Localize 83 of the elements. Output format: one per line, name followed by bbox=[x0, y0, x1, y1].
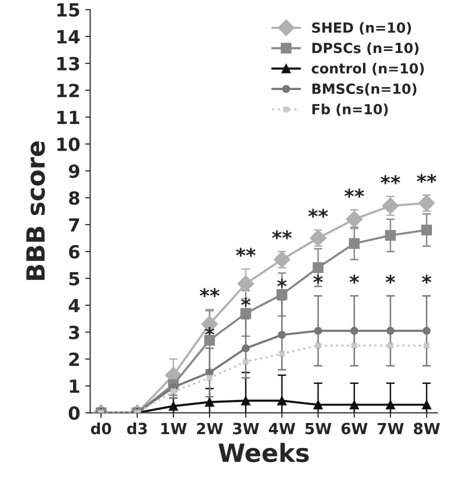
point bbox=[274, 251, 290, 268]
x-tick-label: d3 bbox=[127, 422, 147, 434]
point bbox=[278, 330, 286, 339]
annotation: * bbox=[350, 274, 359, 284]
y-tick-label: 12 bbox=[57, 84, 79, 98]
legend-label: DPSCs (n=10) bbox=[312, 42, 418, 55]
point bbox=[382, 197, 399, 214]
annotation: ** bbox=[272, 230, 292, 240]
point bbox=[386, 400, 396, 410]
point bbox=[313, 400, 323, 410]
point bbox=[240, 308, 252, 319]
x-tick-label: 6W bbox=[341, 422, 368, 434]
point bbox=[204, 334, 215, 346]
x-tick-label: 3W bbox=[233, 422, 260, 434]
point bbox=[346, 210, 363, 228]
point bbox=[310, 230, 326, 246]
point bbox=[387, 342, 394, 349]
y-tick-label: 13 bbox=[57, 56, 80, 70]
y-tick-label: 15 bbox=[57, 3, 80, 17]
y-tick-label: 7 bbox=[69, 218, 80, 232]
point bbox=[241, 396, 250, 406]
point bbox=[206, 374, 213, 382]
annotation: ** bbox=[344, 188, 364, 198]
y-tick-label: 14 bbox=[57, 30, 80, 44]
point bbox=[277, 396, 287, 406]
annotation: * bbox=[313, 274, 323, 284]
y-axis-title: BBB score bbox=[26, 141, 45, 280]
annotation: ** bbox=[236, 248, 256, 257]
point bbox=[168, 401, 178, 411]
legend-label: Fb (n=10) bbox=[312, 104, 388, 116]
annotation: ** bbox=[200, 288, 220, 298]
point bbox=[276, 289, 288, 300]
point bbox=[418, 194, 435, 212]
point bbox=[385, 230, 396, 241]
annotation: * bbox=[204, 327, 214, 336]
annotation: * bbox=[386, 274, 396, 284]
y-tick-label: 4 bbox=[68, 298, 80, 312]
legend-label: BMSCs(n=10) bbox=[312, 83, 416, 96]
point bbox=[421, 224, 432, 236]
y-tick-label: 8 bbox=[69, 191, 80, 205]
point bbox=[278, 350, 286, 357]
y-tick-label: 1 bbox=[70, 380, 80, 393]
point bbox=[350, 326, 358, 335]
legend-label: SHED (n=10) bbox=[312, 22, 411, 34]
y-tick-label: 3 bbox=[69, 326, 80, 340]
point bbox=[314, 342, 322, 349]
y-tick-label: 10 bbox=[57, 137, 80, 152]
point bbox=[423, 342, 430, 349]
x-tick-label: 2W bbox=[197, 422, 223, 434]
annotation: ** bbox=[308, 208, 328, 218]
point bbox=[422, 400, 432, 410]
legend-label: control (n=10) bbox=[312, 62, 424, 76]
x-tick-label: 7W bbox=[378, 422, 404, 434]
point bbox=[170, 388, 177, 395]
point bbox=[422, 326, 431, 335]
y-tick-label: 5 bbox=[69, 272, 80, 286]
point bbox=[350, 400, 359, 410]
x-tick-label: 1W bbox=[161, 422, 187, 434]
point bbox=[206, 368, 214, 376]
x-tick-label: d0 bbox=[90, 422, 112, 434]
point bbox=[204, 397, 214, 407]
annotation: ** bbox=[380, 175, 400, 184]
x-tick-label: 8W bbox=[414, 422, 440, 434]
y-tick-label: 6 bbox=[69, 244, 80, 259]
point bbox=[312, 262, 324, 274]
point bbox=[237, 275, 254, 292]
annotation: * bbox=[422, 274, 432, 284]
y-tick-label: 2 bbox=[69, 352, 79, 366]
point bbox=[242, 358, 250, 366]
annotation: ** bbox=[416, 174, 436, 183]
annotation: * bbox=[277, 278, 287, 288]
y-tick-label: 9 bbox=[68, 164, 80, 178]
y-tick-label: 11 bbox=[57, 110, 80, 124]
point bbox=[386, 326, 394, 335]
point bbox=[242, 344, 250, 352]
x-tick-label: 4W bbox=[268, 422, 296, 434]
point bbox=[314, 326, 322, 335]
annotation: * bbox=[241, 297, 250, 306]
point bbox=[348, 238, 360, 249]
y-tick-label: 0 bbox=[68, 406, 80, 420]
x-axis-title: Weeks bbox=[218, 442, 309, 462]
x-tick-label: 5W bbox=[306, 422, 332, 434]
point bbox=[350, 342, 358, 349]
